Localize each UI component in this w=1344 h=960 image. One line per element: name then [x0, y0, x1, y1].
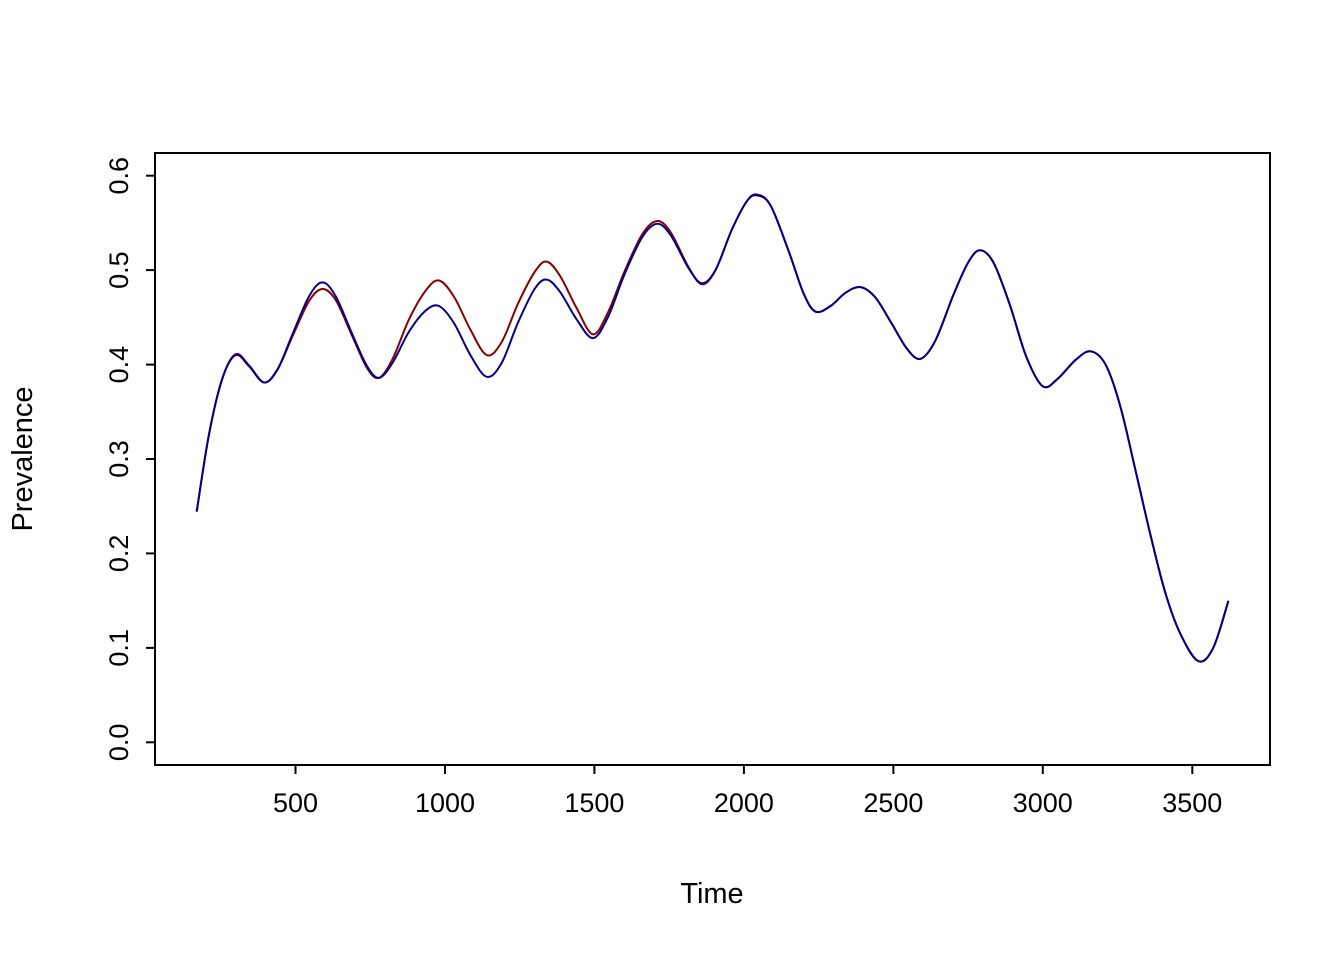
y-tick-label: 0.0: [104, 724, 134, 762]
y-tick-label: 0.3: [104, 440, 134, 478]
y-tick-label: 0.1: [104, 629, 134, 667]
x-tick-label: 2000: [714, 788, 774, 818]
x-tick-label: 500: [273, 788, 318, 818]
series-darkred: [195, 194, 1230, 663]
y-tick-label: 0.5: [104, 251, 134, 289]
series-darkblue: [195, 193, 1230, 663]
y-tick-label: 0.6: [104, 157, 134, 195]
y-axis-title: Prevalence: [7, 386, 39, 531]
x-tick-label: 3000: [1013, 788, 1073, 818]
plot-area: 500 1000 1500 2000 2500 3000 3500 0.0 0.1 0.2 0.3 0…: [104, 152, 1271, 818]
x-tick-label: 3500: [1162, 788, 1222, 818]
x-axis-title: Time: [680, 878, 743, 910]
x-tick-label: 1500: [564, 788, 624, 818]
y-tick-label: 0.4: [104, 346, 134, 384]
x-tick-label: 1000: [415, 788, 475, 818]
plot-box: [154, 152, 1271, 766]
y-tick-label: 0.2: [104, 535, 134, 573]
x-tick-label: 2500: [863, 788, 923, 818]
